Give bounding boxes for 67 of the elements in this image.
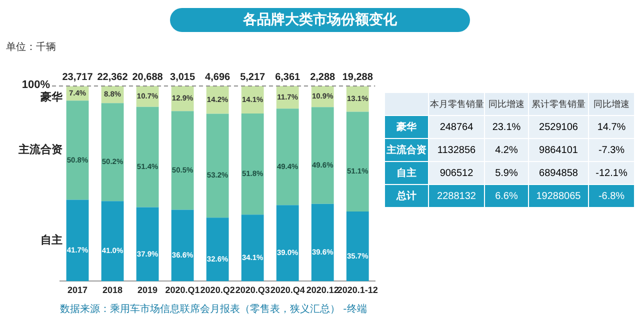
x-tick-label: 2020.Q2 bbox=[200, 285, 235, 296]
series-label: 自主 bbox=[40, 233, 62, 246]
series-label: 本月零售销量 bbox=[428, 92, 484, 116]
chart-subtitle: 单位：千辆 bbox=[6, 40, 56, 54]
bar bbox=[206, 114, 229, 218]
bar bbox=[171, 210, 194, 282]
category-label: 自主 bbox=[384, 162, 428, 184]
x-tick-label: 2020.Q4 bbox=[270, 285, 305, 296]
ref-line-label: 100% bbox=[22, 79, 50, 92]
data-label: 906512 bbox=[428, 162, 484, 184]
data-label: 23.1% bbox=[484, 116, 528, 138]
data-label: -7.3% bbox=[588, 138, 634, 162]
bar bbox=[136, 207, 159, 282]
annotation: 22,362 bbox=[97, 72, 128, 83]
bar bbox=[206, 218, 229, 282]
data-label: 6894858 bbox=[528, 162, 588, 184]
bar bbox=[101, 103, 124, 202]
bar bbox=[241, 114, 264, 215]
data-label: -12.1% bbox=[588, 162, 634, 184]
annotation: 19,288 bbox=[342, 72, 374, 83]
category-label: 总计 bbox=[384, 184, 428, 208]
x-tick-label: 2020.Q1 bbox=[165, 285, 200, 296]
bar bbox=[66, 200, 89, 282]
annotation: 4,696 bbox=[205, 72, 231, 83]
data-label: 9864101 bbox=[528, 138, 588, 162]
source-note: 数据来源：乘用车市场信息联席会月报表（零售表，狭义汇总） -终端 bbox=[60, 302, 367, 316]
data-label: 6.6% bbox=[484, 184, 528, 208]
series-label: 同比增速 bbox=[484, 92, 528, 116]
bar bbox=[276, 205, 299, 282]
series-label: 豪华 bbox=[39, 90, 64, 104]
data-label: 19288065 bbox=[528, 184, 588, 208]
x-tick-label: 2018 bbox=[102, 285, 123, 296]
data-label: 14.7% bbox=[588, 116, 634, 138]
series-label: 同比增速 bbox=[588, 92, 634, 116]
x-tick-label: 2017 bbox=[67, 285, 88, 296]
bar bbox=[171, 111, 194, 210]
series-label: 主流合资 bbox=[17, 143, 62, 156]
data-label: 248764 bbox=[428, 116, 484, 138]
bar bbox=[311, 204, 334, 282]
x-tick-label: 2020.Q3 bbox=[235, 285, 270, 296]
data-label: 2288132 bbox=[428, 184, 484, 208]
x-tick-label: 2019 bbox=[138, 285, 158, 296]
bar bbox=[101, 201, 124, 282]
data-label: 1132856 bbox=[428, 138, 484, 162]
data-label: -6.8% bbox=[588, 184, 634, 208]
data-label: 2529106 bbox=[528, 116, 588, 138]
bar bbox=[66, 100, 89, 200]
annotation: 3,015 bbox=[170, 72, 196, 83]
annotation: 2,288 bbox=[310, 72, 336, 83]
annotation: 6,361 bbox=[275, 72, 301, 83]
annotation: 23,717 bbox=[62, 72, 94, 83]
data-label: 4.2% bbox=[484, 138, 528, 162]
category-label: 主流合资 bbox=[384, 138, 428, 162]
data-label: 5.9% bbox=[484, 162, 528, 184]
x-tick-label: 2020.12 bbox=[306, 285, 339, 296]
annotation: 5,217 bbox=[240, 72, 266, 83]
chart-title: 各品牌大类市场份额变化 bbox=[170, 8, 470, 32]
bar bbox=[346, 212, 369, 282]
bar bbox=[346, 112, 369, 212]
annotation: 20,688 bbox=[132, 72, 164, 83]
x-tick-label: 2020.1-12 bbox=[337, 285, 378, 296]
bar bbox=[241, 214, 264, 282]
bar bbox=[136, 106, 159, 208]
bar bbox=[311, 107, 334, 204]
bar bbox=[276, 108, 299, 206]
series-label: 累计零售销量 bbox=[528, 92, 588, 116]
category-label: 豪华 bbox=[384, 116, 428, 138]
